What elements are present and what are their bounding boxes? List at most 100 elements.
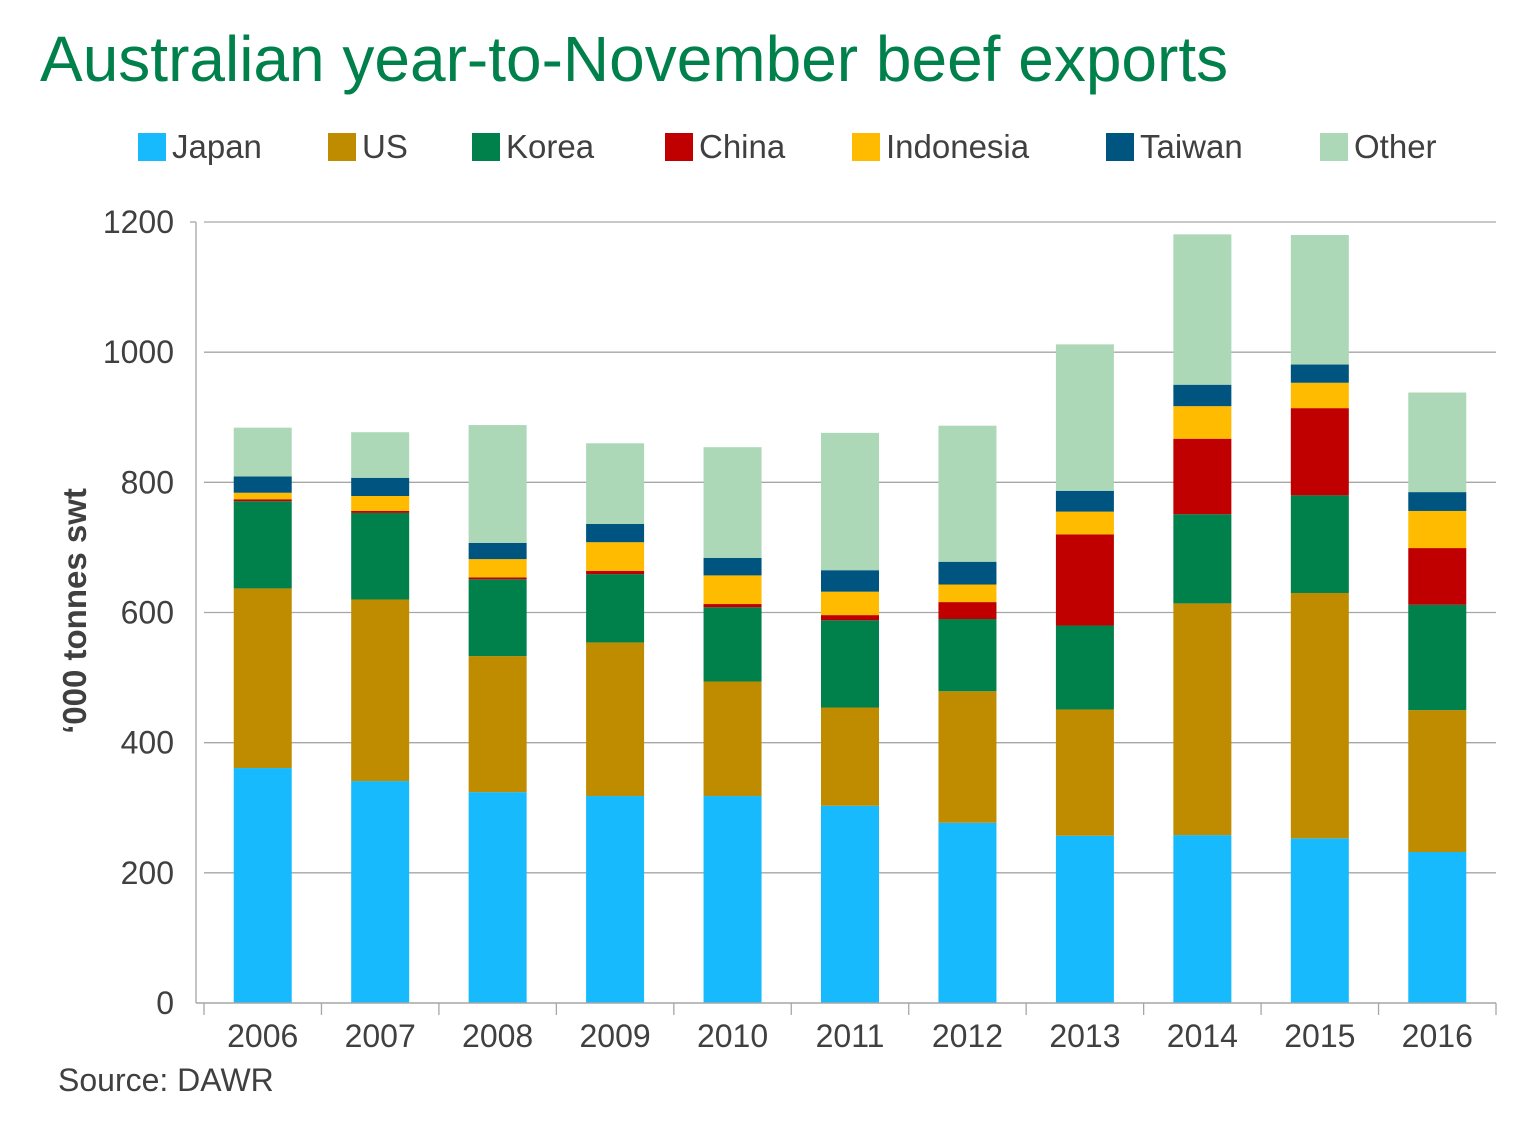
y-tick-label: 0 <box>156 985 174 1021</box>
bar-indonesia-2009 <box>586 542 645 571</box>
bar-japan-2009 <box>586 796 645 1003</box>
bar-us-2010 <box>703 681 762 797</box>
y-tick-label: 1200 <box>103 204 174 240</box>
bar-china-2008 <box>468 577 527 580</box>
bar-us-2013 <box>1055 709 1114 836</box>
bar-us-2007 <box>351 599 410 782</box>
bar-other-2015 <box>1290 235 1349 365</box>
bar-korea-2016 <box>1408 604 1467 711</box>
bar-china-2013 <box>1055 534 1114 626</box>
bar-taiwan-2016 <box>1408 492 1467 511</box>
bar-taiwan-2008 <box>468 542 527 560</box>
bar-other-2009 <box>586 443 645 524</box>
bar-taiwan-2013 <box>1055 490 1114 512</box>
bar-indonesia-2007 <box>351 496 410 511</box>
legend-label: Indonesia <box>886 128 1030 165</box>
bar-indonesia-2016 <box>1408 510 1467 549</box>
bar-japan-2010 <box>703 796 762 1003</box>
legend-item-other: Other <box>1320 128 1437 166</box>
legend-swatch <box>328 133 356 161</box>
bar-us-2008 <box>468 656 527 793</box>
bar-taiwan-2010 <box>703 557 762 576</box>
bar-taiwan-2006 <box>233 476 292 493</box>
y-axis-label: ‘000 tonnes swt <box>56 488 93 734</box>
bar-japan-2012 <box>938 822 997 1003</box>
bar-other-2011 <box>821 432 879 571</box>
bar-korea-2015 <box>1290 495 1349 593</box>
bar-other-2007 <box>351 432 410 478</box>
bar-taiwan-2014 <box>1173 384 1232 407</box>
bar-korea-2011 <box>821 620 879 708</box>
bar-other-2014 <box>1173 234 1232 385</box>
bar-china-2015 <box>1290 408 1349 496</box>
bar-taiwan-2015 <box>1290 364 1349 383</box>
bar-indonesia-2011 <box>821 591 879 616</box>
legend-item-japan: Japan <box>138 128 262 166</box>
bar-china-2012 <box>938 602 997 620</box>
bar-taiwan-2012 <box>938 561 997 585</box>
bar-japan-2013 <box>1055 835 1114 1003</box>
bar-korea-2009 <box>586 574 645 643</box>
bar-us-2006 <box>233 588 292 769</box>
x-tick-label: 2015 <box>1284 1018 1355 1054</box>
bar-korea-2014 <box>1173 514 1232 604</box>
legend-swatch <box>1106 133 1134 161</box>
bar-korea-2006 <box>233 501 292 589</box>
bar-indonesia-2013 <box>1055 511 1114 535</box>
bar-china-2009 <box>586 570 645 575</box>
bar-korea-2008 <box>468 579 527 657</box>
legend-swatch <box>138 133 166 161</box>
bar-china-2016 <box>1408 548 1467 605</box>
bar-japan-2007 <box>351 781 410 1003</box>
legend-swatch <box>852 133 880 161</box>
bar-other-2012 <box>938 425 997 562</box>
legend-swatch <box>1320 133 1348 161</box>
bar-indonesia-2010 <box>703 575 762 605</box>
legend-label: China <box>699 128 786 165</box>
bar-other-2008 <box>468 425 527 543</box>
bar-japan-2014 <box>1173 835 1232 1003</box>
x-tick-label: 2011 <box>816 1018 885 1054</box>
x-tick-label: 2009 <box>579 1018 650 1054</box>
bar-china-2011 <box>821 615 879 621</box>
y-tick-label: 400 <box>121 725 174 761</box>
bar-japan-2015 <box>1290 838 1349 1003</box>
legend-item-taiwan: Taiwan <box>1106 128 1243 166</box>
legend-label: Korea <box>506 128 595 165</box>
bar-us-2012 <box>938 691 997 823</box>
bar-indonesia-2006 <box>233 492 292 500</box>
legend-item-korea: Korea <box>472 128 594 166</box>
bar-indonesia-2008 <box>468 559 527 578</box>
bar-us-2015 <box>1290 592 1349 839</box>
bar-us-2011 <box>821 707 879 806</box>
y-tick-label: 1000 <box>103 334 174 370</box>
bar-taiwan-2007 <box>351 477 410 497</box>
y-tick-label: 800 <box>121 464 174 500</box>
legend-label: Taiwan <box>1140 128 1243 165</box>
bar-china-2007 <box>351 510 410 513</box>
bar-japan-2016 <box>1408 852 1467 1003</box>
bar-other-2006 <box>233 427 292 477</box>
x-tick-label: 2010 <box>697 1018 768 1054</box>
x-tick-label: 2014 <box>1167 1018 1238 1054</box>
bar-other-2013 <box>1055 344 1114 491</box>
bar-taiwan-2011 <box>821 570 879 592</box>
bar-japan-2006 <box>233 768 292 1003</box>
bar-other-2016 <box>1408 392 1467 493</box>
x-tick-label: 2013 <box>1049 1018 1120 1054</box>
legend-item-indonesia: Indonesia <box>852 128 1029 166</box>
bar-us-2016 <box>1408 710 1467 853</box>
bar-us-2009 <box>586 642 645 797</box>
legend-label: Other <box>1354 128 1437 165</box>
bar-taiwan-2009 <box>586 523 645 543</box>
y-tick-label: 600 <box>121 595 174 631</box>
bar-china-2010 <box>703 604 762 608</box>
bar-korea-2012 <box>938 619 997 692</box>
legend-swatch <box>472 133 500 161</box>
x-tick-label: 2006 <box>227 1018 298 1054</box>
x-tick-label: 2016 <box>1402 1018 1473 1054</box>
bar-us-2014 <box>1173 603 1232 836</box>
legend-item-us: US <box>328 128 408 166</box>
legend-item-china: China <box>665 128 785 166</box>
